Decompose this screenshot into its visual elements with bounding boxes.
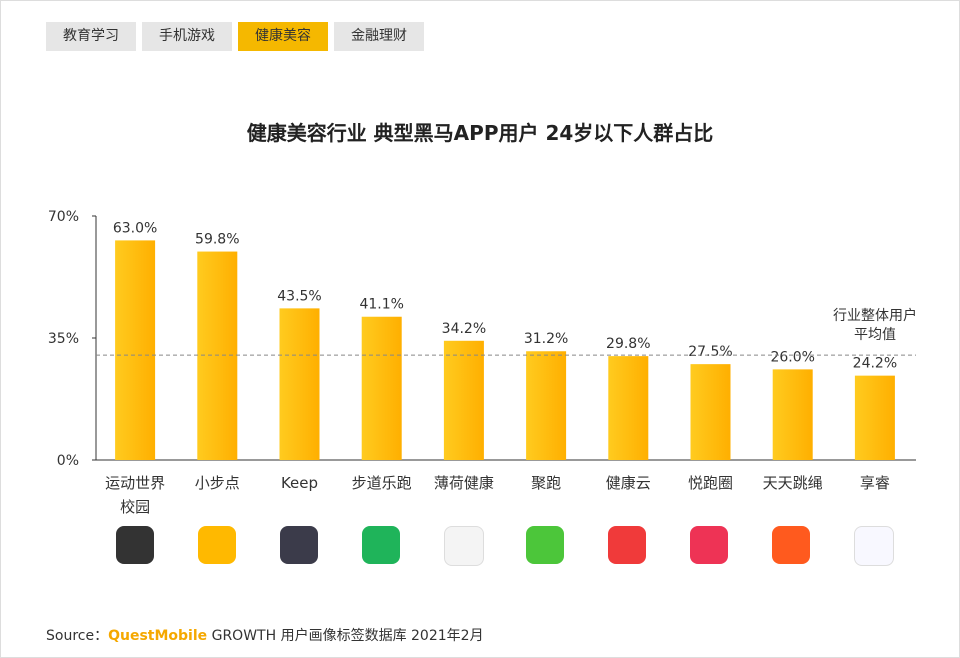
source-text: GROWTH 用户画像标签数据库 2021年2月 [211,628,484,644]
source-brand: QuestMobile [108,628,208,644]
app-icon [444,526,484,566]
tab[interactable]: 教育学习 [46,22,136,51]
tab[interactable]: 健康美容 [238,22,328,51]
app-icon [690,526,728,564]
tab[interactable]: 金融理财 [334,22,424,51]
value-label: 31.2% [524,331,568,347]
value-label: 43.5% [277,288,321,304]
x-tick-label: 天天跳绳 [762,474,823,492]
bar [197,251,238,460]
y-tick-label: 0% [57,453,79,469]
x-tick-label: 悦跑圈 [687,474,733,492]
bar [772,369,813,460]
source: Source：QuestMobile GROWTH 用户画像标签数据库 2021… [46,625,484,645]
value-label: 34.2% [442,321,486,337]
app-icon [362,526,400,564]
bar [115,240,156,460]
source-prefix: Source： [46,628,109,644]
bar [608,356,649,460]
value-label: 24.2% [853,356,897,372]
y-tick-label: 35% [48,331,79,347]
x-tick-label: 步道乐跑 [351,474,412,492]
reference-label: 行业整体用户平均值 [833,308,917,343]
tab[interactable]: 手机游戏 [142,22,232,51]
value-label: 29.8% [606,336,650,352]
x-tick-label: Keep [280,474,319,492]
app-icon [608,526,646,564]
app-icon [526,526,564,564]
bar [443,340,484,460]
app-icon [854,526,894,566]
value-label: 41.1% [359,297,403,313]
bar [526,351,567,460]
bar [279,308,320,460]
y-tick-label: 70% [48,209,79,225]
value-label: 59.8% [195,232,239,248]
x-tick-label: 薄荷健康 [433,474,494,492]
bar [854,375,895,460]
x-tick-label: 享睿 [859,474,890,492]
chart-title: 健康美容行业 典型黑马APP用户 24岁以下人群占比 [247,121,714,145]
value-label: 26.0% [770,349,814,365]
x-tick-label: 聚跑 [531,474,562,492]
app-icon [772,526,810,564]
x-tick-label: 小步点 [194,474,240,492]
app-icon [198,526,236,564]
app-icon [116,526,154,564]
x-tick-label: 运动世界校园 [105,474,166,516]
bar [690,364,731,460]
value-label: 27.5% [688,344,732,360]
bar [361,316,402,460]
app-icon [280,526,318,564]
value-label: 63.0% [113,220,157,236]
x-tick-label: 健康云 [605,474,651,492]
